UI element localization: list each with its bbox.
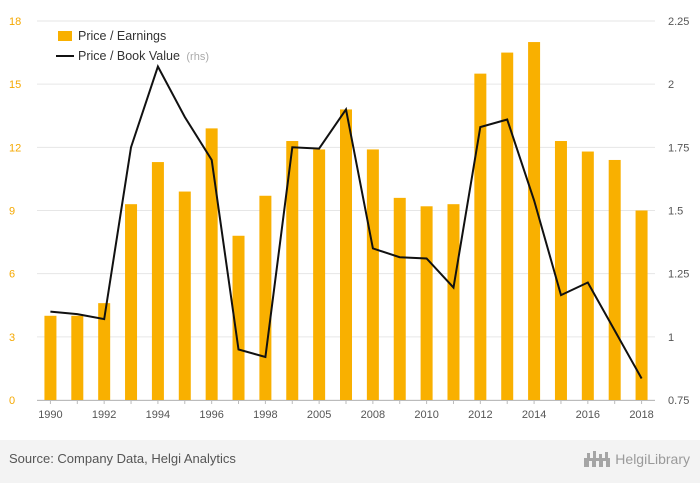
logo: HelgiLibrary xyxy=(583,450,690,468)
right-tick-label: 1 xyxy=(668,332,674,344)
left-tick-label: 6 xyxy=(9,269,15,281)
bar-2017 xyxy=(608,159,621,400)
right-tick-label: 0.75 xyxy=(668,395,689,407)
x-tick-label: 2018 xyxy=(629,409,653,421)
bar-1999 xyxy=(286,141,299,400)
bar-1991 xyxy=(71,315,84,400)
logo-text: HelgiLibrary xyxy=(615,451,690,467)
right-tick-label: 2.25 xyxy=(668,16,689,28)
left-tick-label: 12 xyxy=(9,142,21,154)
bar-2014 xyxy=(528,42,541,401)
bar-2013 xyxy=(501,52,514,400)
bar-2018 xyxy=(635,210,648,400)
bar-2009 xyxy=(393,197,406,400)
bar-2012 xyxy=(474,73,487,400)
bar-1990 xyxy=(44,315,57,400)
x-tick-label: 2010 xyxy=(414,409,438,421)
bar-2005 xyxy=(313,149,326,400)
source-text: Source: Company Data, Helgi Analytics xyxy=(9,451,236,466)
left-tick-label: 0 xyxy=(9,395,15,407)
x-axis: 1990 1992 1994 1996 1998 2005 2008 2010 2012 2014… xyxy=(37,400,655,421)
left-tick-label: 3 xyxy=(9,332,15,344)
legend: Price / Earnings Price / Book Value (rhs… xyxy=(56,29,209,63)
right-tick-label: 1.25 xyxy=(668,269,689,281)
legend-label-rhs: (rhs) xyxy=(186,51,209,63)
bar-1994 xyxy=(151,162,164,400)
bar-2015 xyxy=(554,141,567,400)
bar-1997 xyxy=(232,235,245,400)
bar-1992 xyxy=(98,303,111,400)
legend-swatch-price-earnings xyxy=(58,31,72,41)
legend-label-price-earnings: Price / Earnings xyxy=(78,29,166,43)
x-tick-label: 2008 xyxy=(361,409,385,421)
bar-2010 xyxy=(420,206,433,400)
x-tick-label: 1996 xyxy=(199,409,223,421)
price-book-line xyxy=(50,63,643,379)
right-tick-label: 1.5 xyxy=(668,206,683,218)
left-tick-label: 18 xyxy=(9,16,21,28)
bar-1995 xyxy=(178,191,191,400)
bar-series xyxy=(44,42,648,401)
x-tick-label: 2012 xyxy=(468,409,492,421)
footer: Source: Company Data, Helgi Analytics He… xyxy=(0,440,700,483)
x-tick-label: 2005 xyxy=(307,409,331,421)
right-tick-label: 1.75 xyxy=(668,142,689,154)
legend-label-price-book-group: Price / Book Value (rhs) xyxy=(78,49,209,63)
bar-2007 xyxy=(340,109,352,400)
x-tick-label: 1990 xyxy=(38,409,62,421)
left-tick-label: 9 xyxy=(9,206,15,218)
bar-2011 xyxy=(447,204,460,400)
bar-1998 xyxy=(259,195,272,400)
x-tick-label: 2016 xyxy=(576,409,600,421)
bar-1996 xyxy=(205,128,218,400)
bar-2008 xyxy=(366,149,379,400)
right-axis: 0.75 1 1.25 1.5 1.75 2 2.25 xyxy=(668,16,689,407)
legend-label-price-book: Price / Book Value xyxy=(78,49,180,63)
left-tick-label: 15 xyxy=(9,79,21,91)
left-axis: 0 3 6 9 12 15 18 xyxy=(9,16,21,407)
bar-1993 xyxy=(125,204,138,400)
x-tick-label: 1992 xyxy=(92,409,116,421)
x-tick-label: 2014 xyxy=(522,409,546,421)
line-series xyxy=(50,63,643,379)
library-building-icon xyxy=(584,451,611,467)
x-tick-label: 1998 xyxy=(253,409,277,421)
bar-2016 xyxy=(581,151,594,400)
right-tick-label: 2 xyxy=(668,79,674,91)
x-tick-label: 1994 xyxy=(146,409,170,421)
